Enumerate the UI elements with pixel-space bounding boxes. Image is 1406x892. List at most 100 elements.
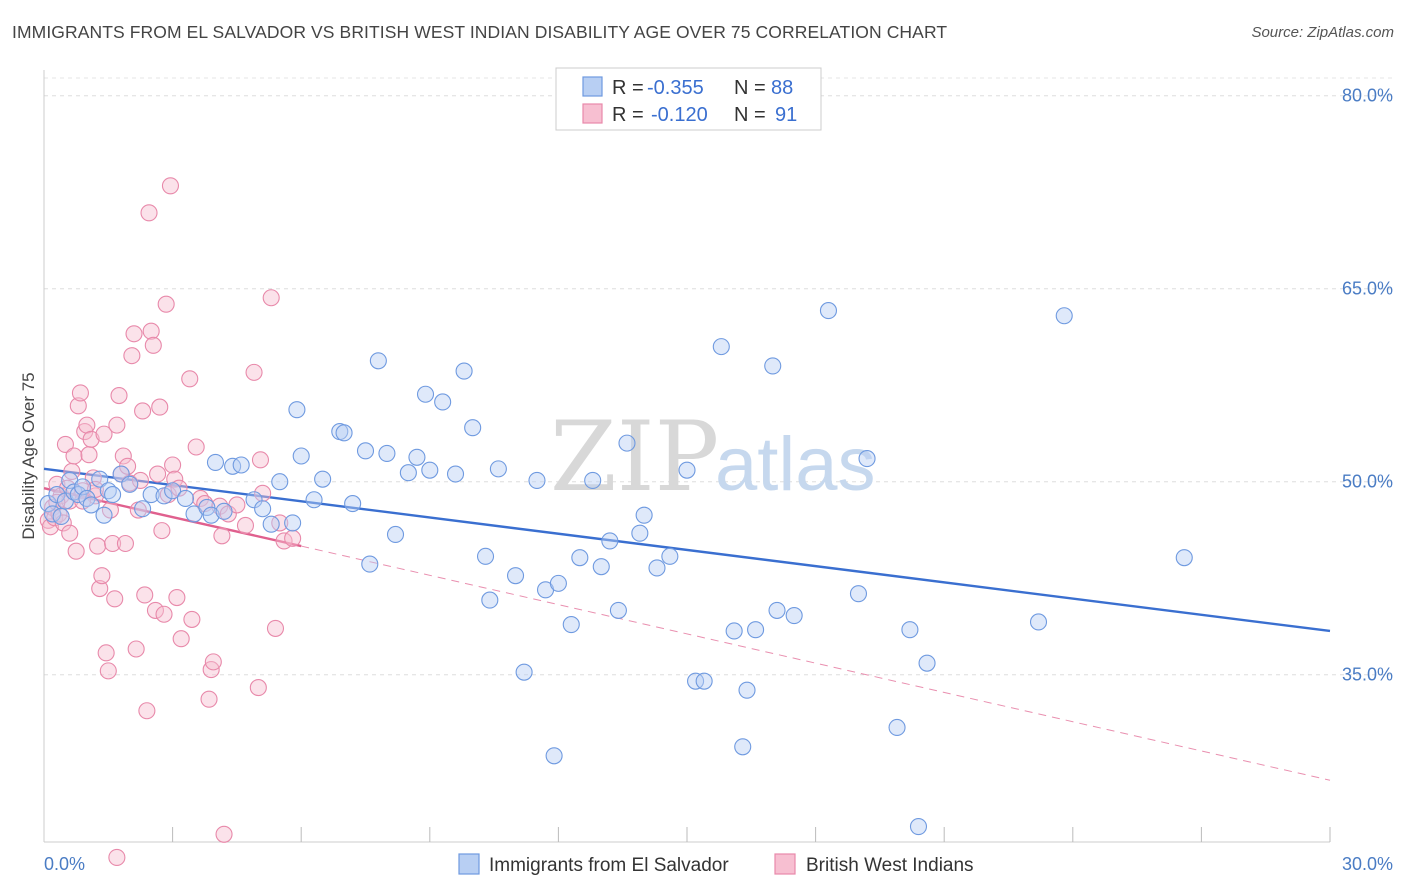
data-point-el-salvador bbox=[545, 747, 563, 765]
data-point-el-salvador bbox=[39, 495, 57, 513]
data-point-british-west-indians bbox=[249, 679, 267, 697]
data-point-british-west-indians bbox=[61, 524, 79, 542]
data-point-el-salvador bbox=[635, 506, 653, 524]
data-point-el-salvador bbox=[678, 461, 696, 479]
data-point-el-salvador bbox=[224, 457, 242, 475]
data-point-british-west-indians bbox=[41, 518, 59, 536]
data-point-el-salvador bbox=[489, 460, 507, 478]
data-point-el-salvador bbox=[254, 500, 272, 518]
axes bbox=[43, 70, 1331, 843]
data-point-el-salvador bbox=[91, 470, 109, 488]
series-british-west-indians-points bbox=[39, 177, 302, 866]
data-point-el-salvador bbox=[571, 549, 589, 567]
data-point-british-west-indians bbox=[140, 204, 158, 222]
data-point-el-salvador bbox=[434, 393, 452, 411]
data-point-el-salvador bbox=[764, 357, 782, 375]
legend-n-value: 88 bbox=[771, 77, 793, 99]
data-point-british-west-indians bbox=[108, 848, 126, 866]
data-point-british-west-indians bbox=[97, 644, 115, 662]
data-point-el-salvador bbox=[95, 506, 113, 524]
data-point-el-salvador bbox=[215, 502, 233, 520]
data-point-el-salvador bbox=[725, 622, 743, 640]
data-point-el-salvador bbox=[584, 471, 602, 489]
data-point-british-west-indians bbox=[78, 416, 96, 434]
source-label: Source: ZipAtlas.com bbox=[1251, 24, 1394, 41]
data-point-british-west-indians bbox=[82, 430, 100, 448]
data-point-el-salvador bbox=[142, 486, 160, 504]
data-point-el-salvador bbox=[369, 352, 387, 370]
data-point-el-salvador bbox=[849, 585, 868, 603]
data-point-british-west-indians bbox=[125, 325, 143, 343]
data-point-el-salvador bbox=[631, 524, 649, 542]
data-point-el-salvador bbox=[901, 621, 919, 639]
legend-n-label: N = bbox=[734, 104, 766, 126]
data-point-el-salvador bbox=[48, 486, 66, 504]
data-point-british-west-indians bbox=[181, 370, 199, 388]
data-point-el-salvador bbox=[69, 486, 87, 504]
data-point-british-west-indians bbox=[213, 527, 231, 545]
data-point-el-salvador bbox=[232, 456, 250, 474]
data-point-british-west-indians bbox=[149, 465, 167, 483]
legend-swatch-pink bbox=[582, 103, 603, 124]
data-point-british-west-indians bbox=[254, 484, 272, 502]
data-point-el-salvador bbox=[335, 424, 353, 442]
data-point-el-salvador bbox=[416, 385, 435, 403]
data-point-el-salvador bbox=[202, 506, 220, 524]
data-point-british-west-indians bbox=[245, 363, 263, 381]
legend-n-label: N = bbox=[734, 77, 766, 99]
data-point-el-salvador bbox=[378, 444, 396, 462]
data-point-el-salvador bbox=[1175, 549, 1193, 567]
data-point-british-west-indians bbox=[144, 336, 162, 354]
data-point-british-west-indians bbox=[146, 601, 165, 619]
data-point-el-salvador bbox=[421, 461, 439, 479]
data-point-british-west-indians bbox=[161, 177, 180, 195]
bottom-legend-swatch-pink bbox=[774, 853, 796, 875]
data-point-el-salvador bbox=[121, 475, 139, 493]
data-point-el-salvador bbox=[198, 498, 216, 517]
data-point-el-salvador bbox=[476, 547, 495, 565]
legend-r-label: R = bbox=[612, 104, 644, 126]
data-point-british-west-indians bbox=[200, 690, 218, 708]
data-point-el-salvador bbox=[292, 447, 310, 465]
data-point-el-salvador bbox=[648, 559, 666, 577]
bottom-legend-swatch-blue bbox=[458, 853, 480, 875]
data-point-british-west-indians bbox=[89, 537, 107, 555]
x-tick-label: 0.0% bbox=[44, 854, 85, 874]
data-point-british-west-indians bbox=[106, 590, 124, 608]
y-tick-label: 80.0% bbox=[1342, 86, 1393, 106]
data-point-british-west-indians bbox=[99, 662, 117, 680]
data-point-el-salvador bbox=[768, 601, 786, 619]
data-point-el-salvador bbox=[481, 591, 499, 609]
data-point-british-west-indians bbox=[262, 289, 280, 307]
data-point-el-salvador bbox=[609, 601, 627, 619]
data-point-british-west-indians bbox=[183, 610, 201, 628]
data-point-el-salvador bbox=[344, 495, 362, 513]
data-point-el-salvador bbox=[399, 464, 417, 482]
data-point-british-west-indians bbox=[215, 825, 233, 843]
data-point-british-west-indians bbox=[80, 446, 98, 464]
data-point-british-west-indians bbox=[93, 567, 111, 585]
data-point-british-west-indians bbox=[65, 447, 83, 465]
data-point-el-salvador bbox=[288, 401, 306, 419]
data-point-el-salvador bbox=[695, 672, 713, 690]
data-point-el-salvador bbox=[386, 525, 405, 544]
data-point-british-west-indians bbox=[110, 386, 128, 405]
bottom-legend-label-el-salvador: Immigrants from El Salvador bbox=[489, 855, 729, 876]
data-point-el-salvador bbox=[155, 487, 173, 505]
data-point-british-west-indians bbox=[136, 586, 154, 604]
data-point-british-west-indians bbox=[56, 435, 74, 453]
tick-labels: 80.0% 65.0% 50.0% 35.0% 0.0% 30.0% bbox=[44, 86, 1393, 874]
data-point-british-west-indians bbox=[71, 384, 89, 402]
data-point-british-west-indians bbox=[236, 516, 255, 535]
data-point-el-salvador bbox=[528, 471, 546, 489]
legend-n-value: 91 bbox=[775, 104, 797, 126]
y-tick-label: 50.0% bbox=[1342, 472, 1393, 492]
legend-r-value: -0.355 bbox=[647, 77, 704, 99]
y-tick-label: 65.0% bbox=[1342, 279, 1393, 299]
watermark-zip: ZIP bbox=[550, 401, 719, 513]
data-point-el-salvador bbox=[712, 338, 730, 356]
data-point-british-west-indians bbox=[251, 451, 270, 469]
trend-lines bbox=[43, 467, 1331, 781]
data-point-el-salvador bbox=[618, 434, 636, 452]
